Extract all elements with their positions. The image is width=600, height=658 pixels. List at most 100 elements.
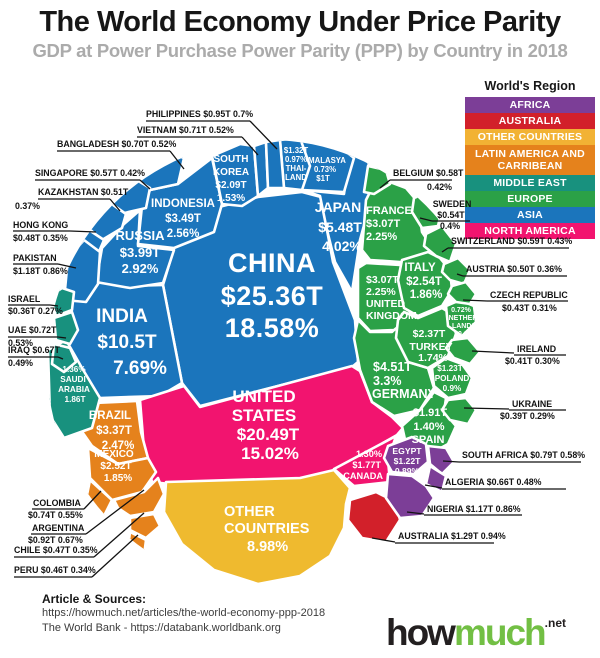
label-india: INDIA $10.5T 7.69% (96, 306, 167, 379)
cell-belgium (362, 164, 392, 196)
label-saudi-arabia: 1.36% SAUDI ARABIA 1.86T (58, 365, 90, 404)
logo-much: much (453, 612, 547, 653)
callout-philippines: PHILIPPINES $0.95T 0.7% (146, 109, 253, 119)
source-link-article[interactable]: https://howmuch.net/articles/the-world-e… (42, 607, 326, 619)
label-south-korea: SOUTH KOREA $2.09T 1.53% (213, 154, 249, 204)
callout-sweden-pct: 0.4% (440, 221, 460, 231)
callout-israel: ISRAEL (8, 294, 41, 304)
callout-ireland-value: $0.41T 0.30% (505, 356, 560, 366)
callout-colombia-value: $0.74T 0.55% (28, 510, 83, 520)
callouts: PHILIPPINES $0.95T 0.7% VIETNAM $0.71T 0… (8, 109, 585, 578)
sources-block: Article & Sources: https://howmuch.net/a… (42, 592, 325, 637)
sources-heading: Article & Sources: (42, 592, 147, 606)
legend-item-australia: AUSTRALIA (465, 113, 595, 129)
cell-chile (128, 512, 162, 540)
callout-hong-kong: HONG KONG (13, 220, 68, 230)
label-indonesia: INDONESIA $3.49T 2.56% (151, 198, 215, 240)
label-russia: RUSSIA $3.99T 2.92% (115, 228, 165, 276)
label-japan: JAPAN $5.48T 4.02% (315, 199, 363, 254)
callout-belgium-pct: 0.42% (427, 182, 452, 192)
callout-argentina-value: $0.92T 0.67% (28, 535, 83, 545)
label-italy: ITALY $2.54T 1.86% (404, 262, 442, 301)
callout-uae: UAE $0.72T (8, 325, 57, 335)
cell-russia (94, 208, 176, 290)
label-spain: $1.91T 1.40% SPAIN (412, 407, 448, 446)
legend-item-europe: EUROPE (465, 191, 595, 207)
source-link-worldbank[interactable]: The World Bank - https://databank.worldb… (42, 622, 281, 635)
cell-nigeria (384, 472, 436, 520)
label-malasya: MALASYA 0.73% $1T (308, 156, 346, 183)
callout-iraq-pct: 0.49% (8, 358, 33, 368)
label-canada: 1.30% $1.77T CANADA (343, 449, 383, 481)
cell-argentina (112, 476, 166, 518)
callout-south-africa: SOUTH AFRICA $0.79T 0.58% (462, 450, 585, 460)
legend-item-latin-america: LATIN AMERICA AND CARRIBEAN (465, 145, 595, 175)
legend-item-africa: AFRICA (465, 97, 595, 113)
callout-australia: AUSTRALIA $1.29T 0.94% (398, 531, 506, 541)
callout-ukraine: UKRAINE (512, 399, 552, 409)
page-title: The World Economy Under Price Parity (39, 6, 561, 38)
cell-philippines (264, 140, 286, 190)
label-france: FRANCE $3.07T 2.25% (366, 205, 412, 243)
callout-vietnam: VIETNAM $0.71T 0.52% (137, 125, 234, 135)
label-egypt: EGYPT $1.22T 0.89% (392, 446, 422, 476)
callout-chile: CHILE $0.47T 0.35% (14, 545, 98, 555)
callout-uae-pct: 0.53% (8, 338, 33, 348)
cell-egypt (382, 435, 430, 476)
cell-ireland (444, 336, 482, 366)
label-poland: $1.23T POLAND 0.9% (435, 364, 470, 393)
callout-czech: CZECH REPUBLIC (490, 290, 568, 300)
callout-czech-value: $0.43T 0.31% (502, 303, 557, 313)
label-other-countries: OTHER COUNTRIES 8.98% (224, 504, 310, 555)
label-thailand: $1.32T 0.97% THAI-LAND (284, 146, 309, 182)
callout-kazakhstan-pct: 0.37% (15, 201, 40, 211)
cell-uae (52, 310, 80, 346)
callout-bangladesh: BANGLADESH $0.70T 0.52% (57, 139, 176, 149)
label-turkey: $2.37T TURKEY 1.74% (409, 328, 452, 364)
logo-net: .net (544, 616, 566, 630)
legend-item-other-countries: OTHER COUNTRIES (465, 129, 595, 145)
callout-israel-value: $0.36T 0.27% (8, 306, 63, 316)
label-united-kingdom: $3.07T 2.25% UNITED KINGDOM (366, 274, 417, 322)
cell-poland (430, 356, 474, 400)
page-subtitle: GDP at Power Purchase Power Parity (PPP)… (32, 40, 568, 61)
callout-pakistan-value: $1.18T 0.86% (13, 266, 68, 276)
callout-sweden-value: $0.54T (437, 210, 465, 220)
callout-kazakhstan: KAZAKHSTAN $0.51T (38, 187, 129, 197)
callout-austria: AUSTRIA $0.50T 0.36% (466, 264, 562, 274)
cell-australia (346, 490, 402, 544)
callout-hong-kong-value: $0.48T 0.35% (13, 233, 68, 243)
callout-algeria: ALGERIA $0.66T 0.48% (445, 477, 542, 487)
callout-switzerland: SWITZERLAND $0.59T 0.43% (451, 236, 572, 246)
callout-iraq: IRAQ $0.67T (8, 345, 60, 355)
legend-title: World's Region (484, 79, 576, 93)
label-united-states: UNITED STATES $20.49T 15.02% (232, 387, 300, 463)
label-brazil: BRAZIL $3.37T 2.47% (89, 410, 134, 452)
label-china: CHINA $25.36T 18.58% (221, 248, 324, 343)
label-mexico: MEXICO $2.52T 1.85% (94, 449, 134, 484)
cell-turkey (394, 306, 458, 370)
cell-czech-republic (446, 280, 478, 306)
callout-argentina: ARGENTINA (32, 523, 85, 533)
callout-nigeria: NIGERIA $1.17T 0.86% (427, 504, 521, 514)
label-germany: $4.51T 3.3% GERMANY (372, 360, 437, 401)
howmuch-logo[interactable]: howmuch.net (386, 612, 566, 654)
label-netherlands: 0.72% NETHER LANDS $0.98T (449, 307, 478, 338)
callout-belgium: BELGIUM $0.58T (393, 168, 464, 178)
legend: World's Region AFRICA AUSTRALIA OTHER CO… (465, 79, 595, 239)
callout-ukraine-value: $0.39T 0.29% (500, 411, 555, 421)
logo-how: how (385, 612, 456, 653)
callout-pakistan: PAKISTAN (13, 253, 57, 263)
cell-canada (332, 434, 398, 488)
legend-item-north-america: NORTH AMERICA (465, 223, 595, 239)
cell-iraq (50, 342, 78, 374)
callout-colombia: COLOMBIA (33, 498, 82, 508)
legend-item-middle-east: MIDDLE EAST (465, 175, 595, 191)
cell-ukraine (440, 396, 478, 426)
callout-singapore: SINGAPORE $0.57T 0.42% (35, 168, 145, 178)
legend-item-asia: ASIA (465, 207, 595, 223)
callout-peru: PERU $0.46T 0.34% (14, 565, 96, 575)
callout-sweden: SWEDEN (433, 199, 472, 209)
